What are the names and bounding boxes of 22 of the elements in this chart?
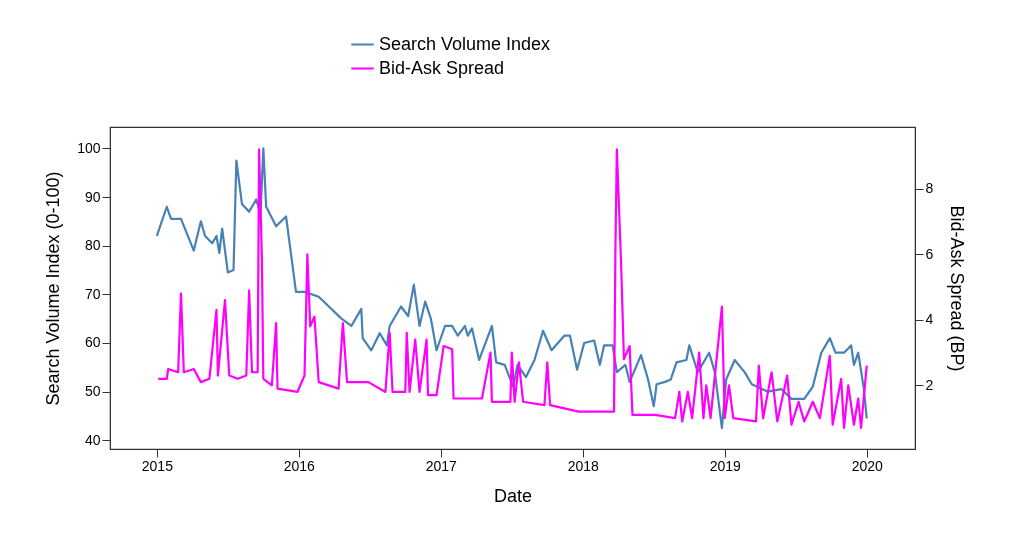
y-tick-label: 90 — [84, 188, 101, 205]
y-tick-label: 50 — [84, 383, 101, 400]
x-tick-label: 2016 — [283, 457, 316, 474]
y-tick-label: 60 — [84, 334, 101, 351]
x-tick-label: 2019 — [709, 457, 742, 474]
x-axis-title: Date — [493, 485, 533, 506]
y2-tick-label: 4 — [925, 311, 934, 328]
y2-tick-label: 8 — [925, 180, 934, 197]
x-tick-label: 2017 — [425, 457, 458, 474]
y2-tick-label: 2 — [925, 376, 934, 393]
x-tick-label: 2018 — [567, 457, 600, 474]
y2-tick-label: 6 — [925, 245, 934, 262]
y-axis-title: Search Volume Index (0-100) — [43, 171, 64, 406]
legend-label: Bid-Ask Spread — [379, 57, 505, 78]
y-tick-label: 100 — [77, 139, 101, 156]
x-tick-label: 2020 — [851, 457, 884, 474]
legend-label: Search Volume Index — [379, 33, 551, 54]
y2-axis-title: Bid-Ask Spread (BP) — [947, 205, 968, 372]
y-tick-label: 80 — [84, 237, 101, 254]
y-tick-label: 70 — [84, 285, 101, 302]
x-tick-label: 2015 — [141, 457, 174, 474]
y-tick-label: 40 — [84, 431, 101, 448]
